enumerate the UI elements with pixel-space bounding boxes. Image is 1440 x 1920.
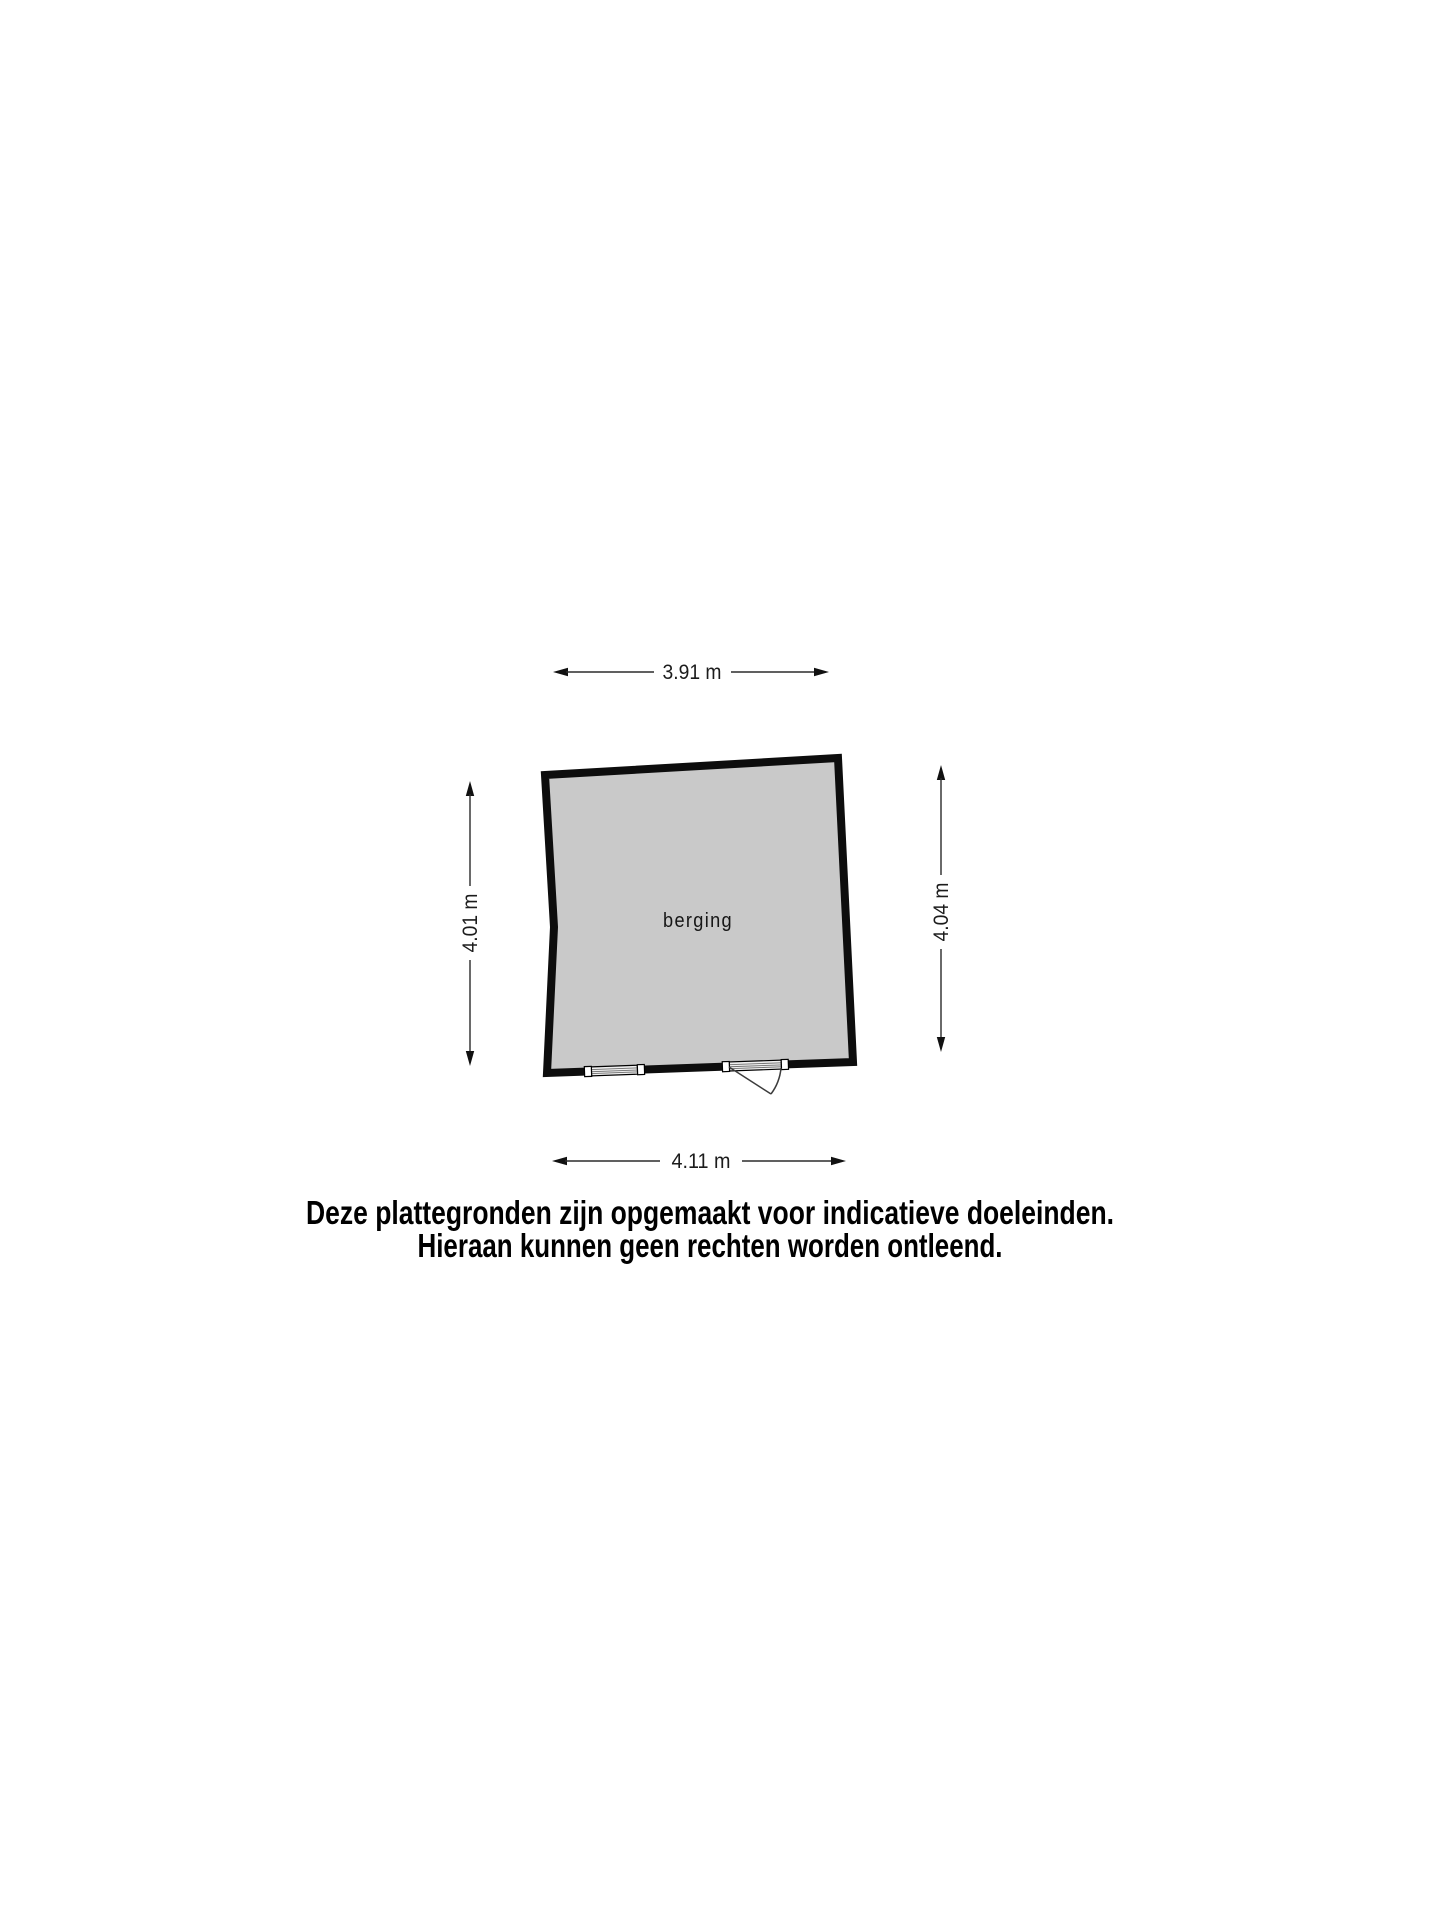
door-endcap — [721, 1060, 731, 1073]
arrow-up-icon — [936, 765, 946, 780]
door-swing-arc — [770, 1067, 782, 1095]
dimension-bottom: 4.11 m — [552, 1149, 846, 1173]
room-outline — [540, 753, 858, 1078]
arrow-left-icon — [552, 1156, 567, 1166]
arrow-down-icon — [936, 1037, 946, 1052]
dimension-top: 3.91 m — [553, 660, 829, 684]
arrow-up-icon — [465, 781, 475, 796]
disclaimer-line-1: Deze plattegronden zijn opgemaakt voor i… — [306, 1194, 1114, 1231]
dimension-top-label: 3.91 m — [663, 660, 722, 684]
disclaimer: Deze plattegronden zijn opgemaakt voor i… — [306, 1194, 1114, 1264]
dimension-right-label: 4.04 m — [929, 883, 953, 942]
dimension-right: 4.04 m — [929, 765, 953, 1052]
arrow-down-icon — [465, 1051, 475, 1066]
arrow-right-icon — [814, 667, 829, 677]
arrow-right-icon — [831, 1156, 846, 1166]
dimension-left-label: 4.01 m — [458, 894, 482, 953]
door-panel — [721, 1058, 790, 1073]
dimension-bottom-label: 4.11 m — [672, 1149, 731, 1173]
window-endcap — [636, 1063, 646, 1076]
disclaimer-line-2: Hieraan kunnen geen rechten worden ontle… — [418, 1227, 1003, 1264]
door-endcap — [780, 1058, 790, 1071]
window-glass-line — [592, 1071, 638, 1074]
room-label: berging — [663, 909, 733, 932]
door-glass-line — [729, 1066, 781, 1070]
arrow-left-icon — [553, 667, 568, 677]
door-leaf — [728, 1066, 772, 1095]
dimension-left: 4.01 m — [458, 781, 482, 1066]
window-endcap — [583, 1065, 593, 1078]
window-glass-line — [591, 1069, 637, 1073]
window-left — [583, 1063, 646, 1078]
door-glass-line — [729, 1064, 781, 1068]
door-glass-line — [729, 1062, 781, 1066]
window-glass-line — [591, 1067, 637, 1070]
